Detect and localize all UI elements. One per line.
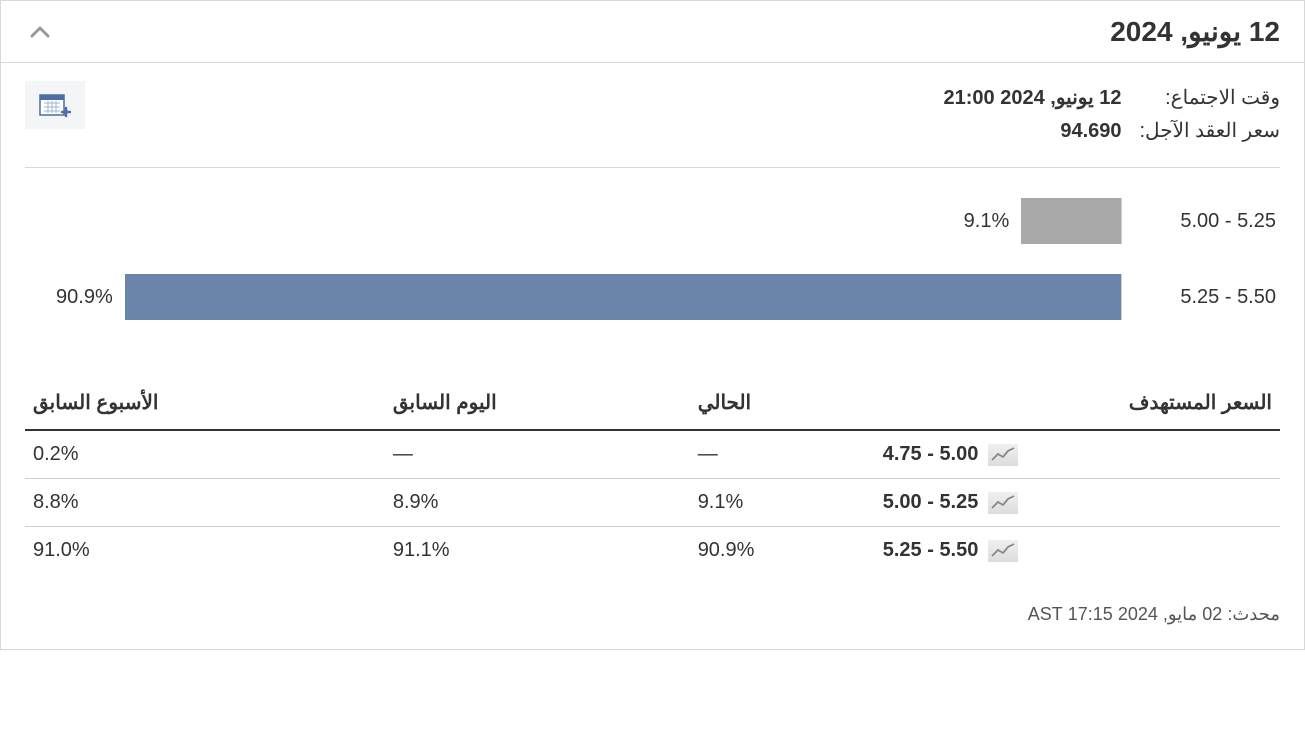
meeting-time-value: 12 يونيو, 2024 21:00 [944, 81, 1122, 114]
prev-week-cell: 8.8% [25, 479, 385, 527]
current-cell: 9.1% [690, 479, 875, 527]
col-prev-week: الأسبوع السابق [25, 380, 385, 430]
col-current: الحالي [690, 380, 875, 430]
meeting-time-label: وقت الاجتماع: [1122, 81, 1281, 114]
probability-bar-chart: 5.25 - 5.00 9.1% 5.50 - 5.25 90.9% [25, 167, 1280, 370]
bar-row: 5.25 - 5.00 9.1% [25, 198, 1280, 244]
table-row: 5.25 - 5.00 9.1%8.9%8.8% [25, 479, 1280, 527]
info-block: وقت الاجتماع: 12 يونيو, 2024 21:00 سعر ا… [25, 81, 1280, 147]
bar-track: 9.1% [25, 198, 1122, 244]
meeting-time-row: وقت الاجتماع: 12 يونيو, 2024 21:00 [944, 81, 1280, 114]
prev-week-cell: 0.2% [25, 430, 385, 479]
chevron-up-icon [30, 26, 50, 38]
calendar-plus-icon [39, 91, 71, 119]
last-updated: محدث: 02 مايو, 2024 17:15 AST [25, 574, 1280, 625]
prev-day-cell: — [385, 430, 690, 479]
prev-day-cell: 91.1% [385, 527, 690, 575]
probability-history-table: السعر المستهدف الحالي اليوم السابق الأسب… [25, 380, 1280, 574]
bar-range-label: 5.50 - 5.25 [1140, 286, 1280, 309]
trend-chart-icon[interactable] [988, 444, 1018, 466]
trend-chart-icon[interactable] [988, 540, 1018, 562]
bar-track: 90.9% [25, 274, 1122, 320]
collapse-button[interactable] [25, 17, 55, 47]
col-target: السعر المستهدف [875, 380, 1280, 430]
table-header-row: السعر المستهدف الحالي اليوم السابق الأسب… [25, 380, 1280, 430]
panel-header: 12 يونيو, 2024 [1, 1, 1304, 63]
table-row: 5.00 - 4.75——0.2% [25, 430, 1280, 479]
target-cell: 5.25 - 5.00 [875, 479, 1280, 527]
target-range: 5.00 - 4.75 [883, 443, 979, 466]
info-rows: وقت الاجتماع: 12 يونيو, 2024 21:00 سعر ا… [944, 81, 1280, 147]
bar-percentage: 90.9% [56, 286, 113, 309]
updated-label: محدث: [1227, 604, 1280, 624]
panel-title: 12 يونيو, 2024 [1110, 15, 1280, 48]
bar-row: 5.50 - 5.25 90.9% [25, 274, 1280, 320]
rate-probability-panel: 12 يونيو, 2024 وقت الاجتماع: 12 يونيو, 2… [0, 0, 1305, 650]
bar-percentage: 9.1% [964, 210, 1010, 233]
trend-chart-icon[interactable] [988, 492, 1018, 514]
target-cell: 5.00 - 4.75 [875, 430, 1280, 479]
target-range: 5.25 - 5.00 [883, 491, 979, 514]
current-cell: — [690, 430, 875, 479]
updated-value: 02 مايو, 2024 17:15 AST [1028, 604, 1223, 624]
bar-fill [125, 274, 1121, 320]
current-cell: 90.9% [690, 527, 875, 575]
futures-price-value: 94.690 [944, 114, 1122, 147]
prev-week-cell: 91.0% [25, 527, 385, 575]
bar-range-label: 5.25 - 5.00 [1140, 210, 1280, 233]
col-prev-day: اليوم السابق [385, 380, 690, 430]
target-range: 5.50 - 5.25 [883, 539, 979, 562]
panel-body: وقت الاجتماع: 12 يونيو, 2024 21:00 سعر ا… [1, 63, 1304, 649]
prev-day-cell: 8.9% [385, 479, 690, 527]
futures-price-label: سعر العقد الآجل: [1122, 114, 1281, 147]
table-row: 5.50 - 5.25 90.9%91.1%91.0% [25, 527, 1280, 575]
target-cell: 5.50 - 5.25 [875, 527, 1280, 575]
futures-price-row: سعر العقد الآجل: 94.690 [944, 114, 1280, 147]
add-to-calendar-button[interactable] [25, 81, 85, 129]
bar-fill [1021, 198, 1121, 244]
